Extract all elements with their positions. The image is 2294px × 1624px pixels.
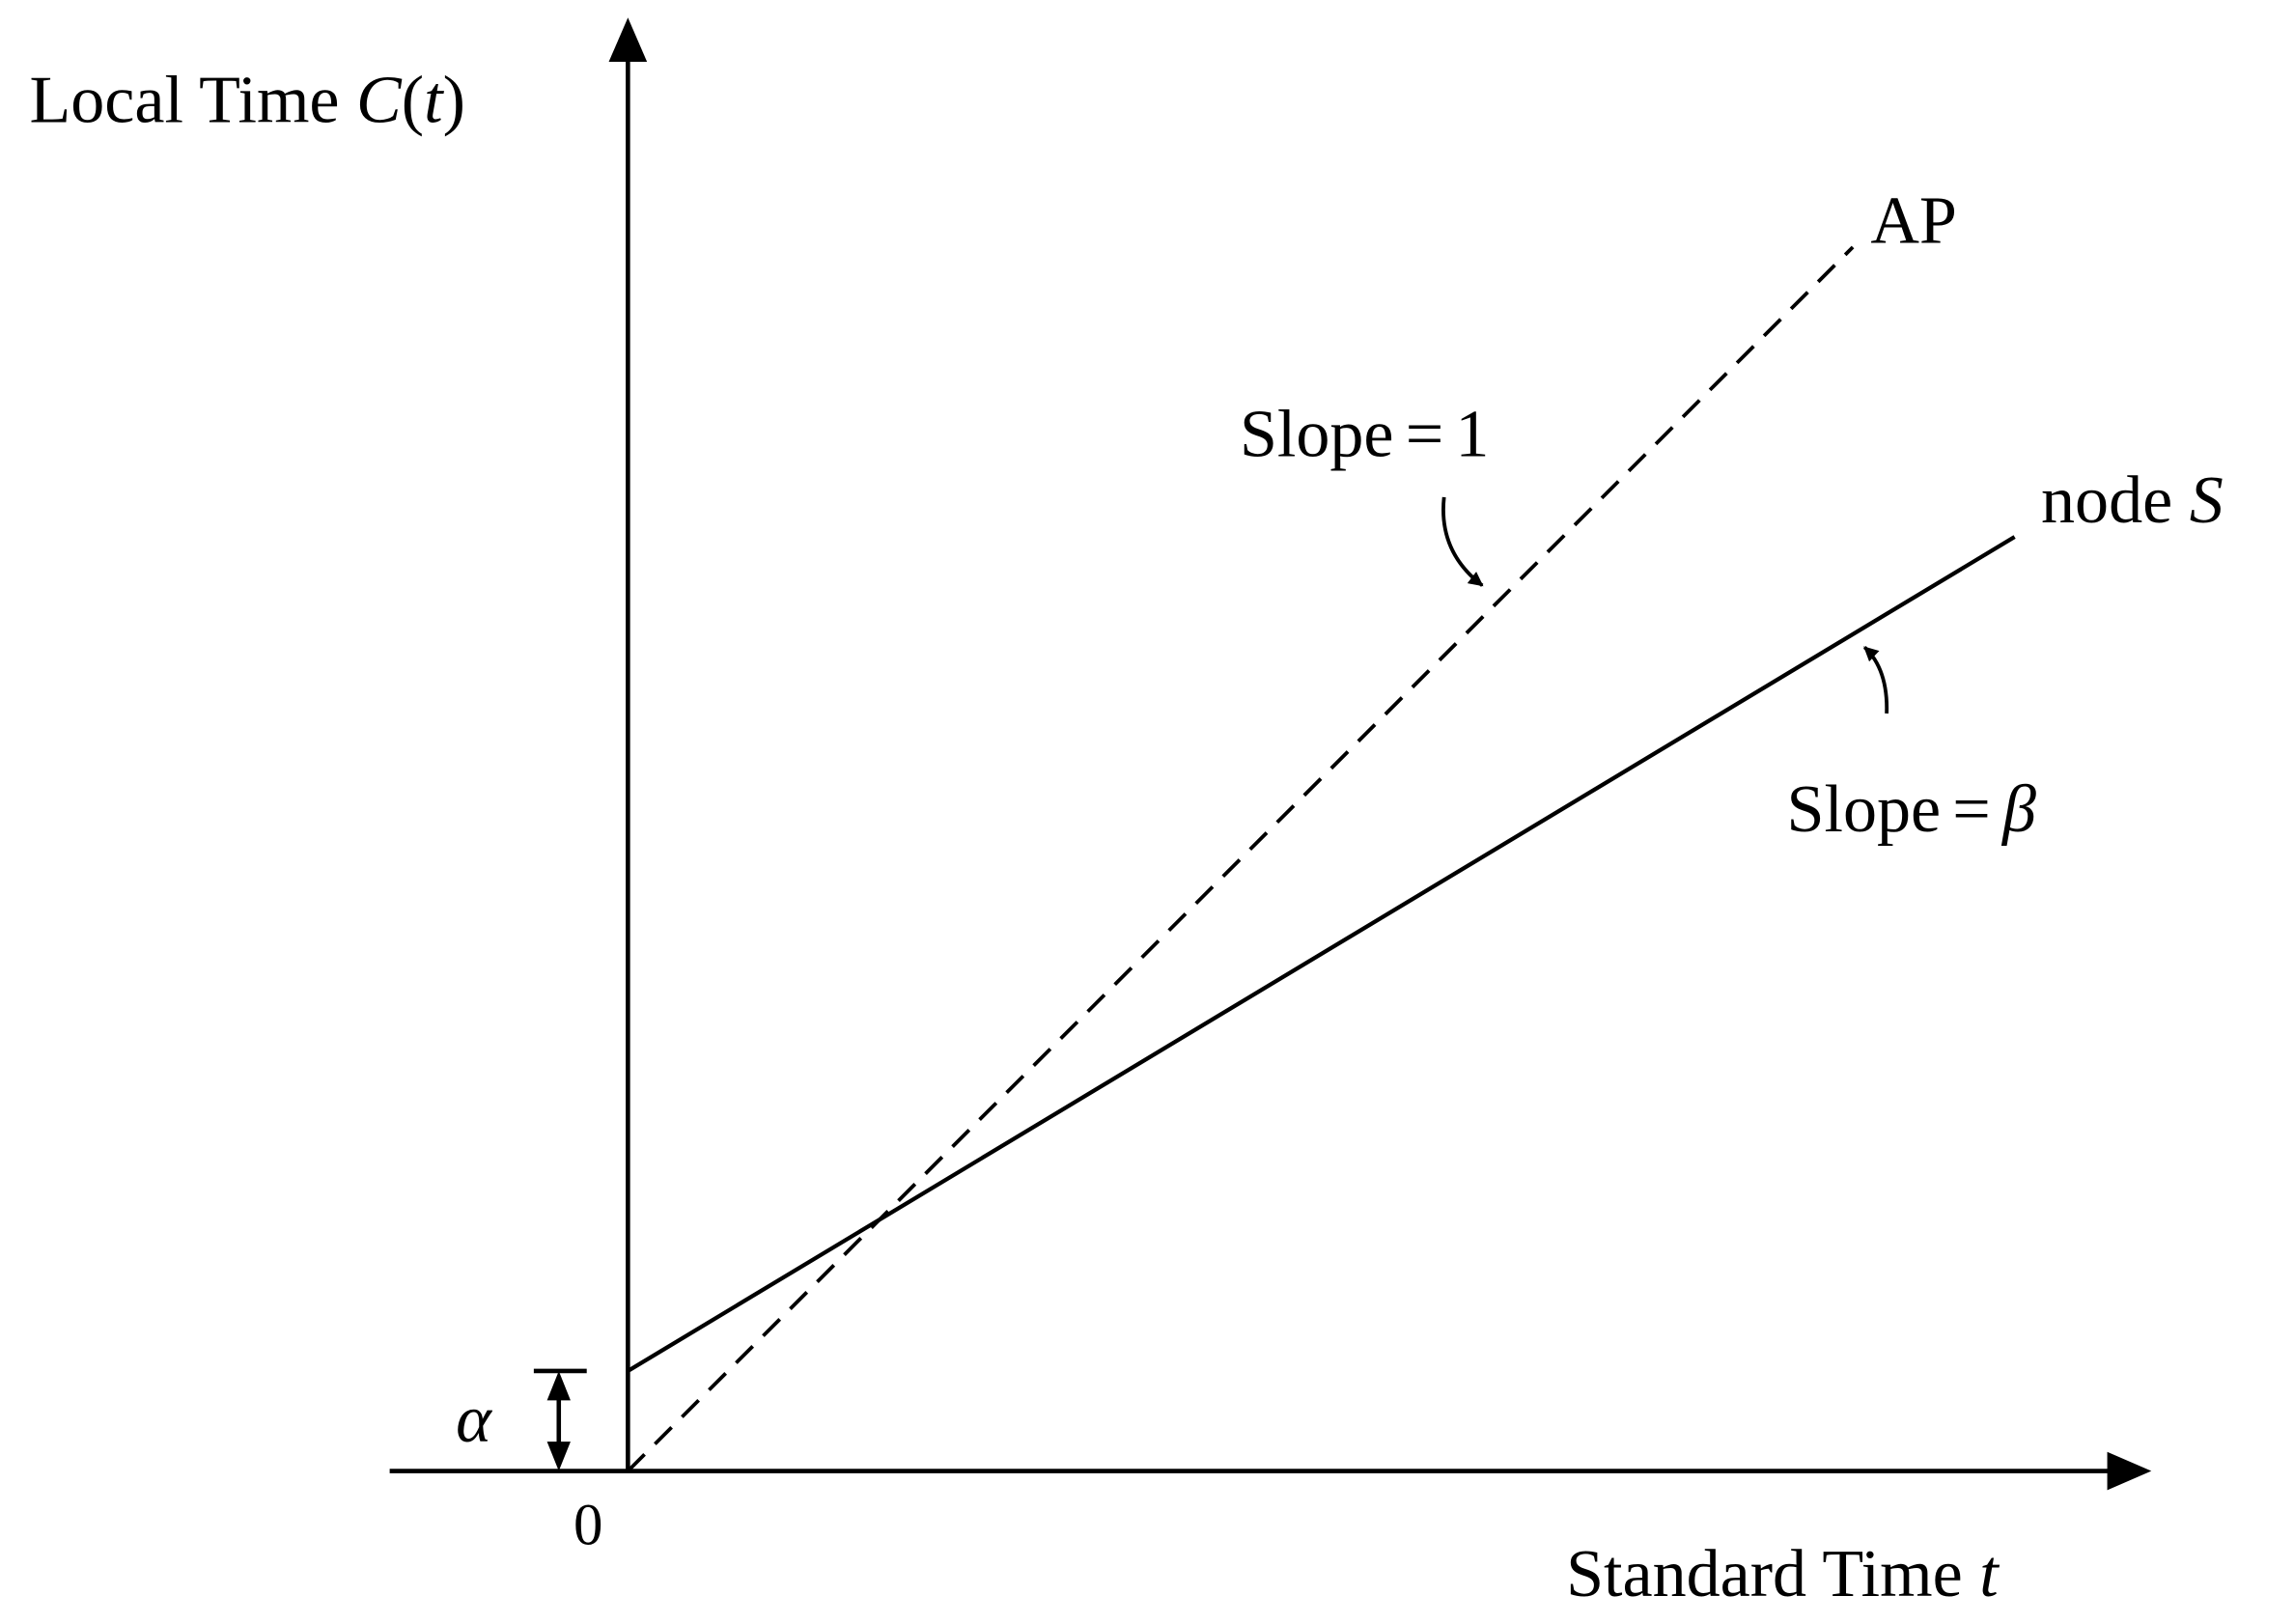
node-pointer [1862, 645, 1889, 714]
ap-line [627, 245, 1855, 1472]
node-slope-label: Slope = β [1787, 772, 2036, 847]
offset-arrowheads [546, 1370, 571, 1471]
y-axis-label: Local Time C(t) [29, 63, 464, 137]
node-line [627, 535, 2016, 1373]
ap-label: AP [1870, 183, 1957, 258]
ap-pointer [1441, 496, 1484, 587]
origin-label: 0 [574, 1494, 602, 1558]
y-axis-arrow [608, 17, 648, 62]
x-axis-label: Standard Time t [1566, 1537, 2000, 1611]
node-label: node S [2041, 463, 2224, 538]
ap-slope-label: Slope = 1 [1240, 397, 1489, 471]
offset-label: α [456, 1383, 492, 1457]
x-axis-arrow [2107, 1451, 2152, 1491]
